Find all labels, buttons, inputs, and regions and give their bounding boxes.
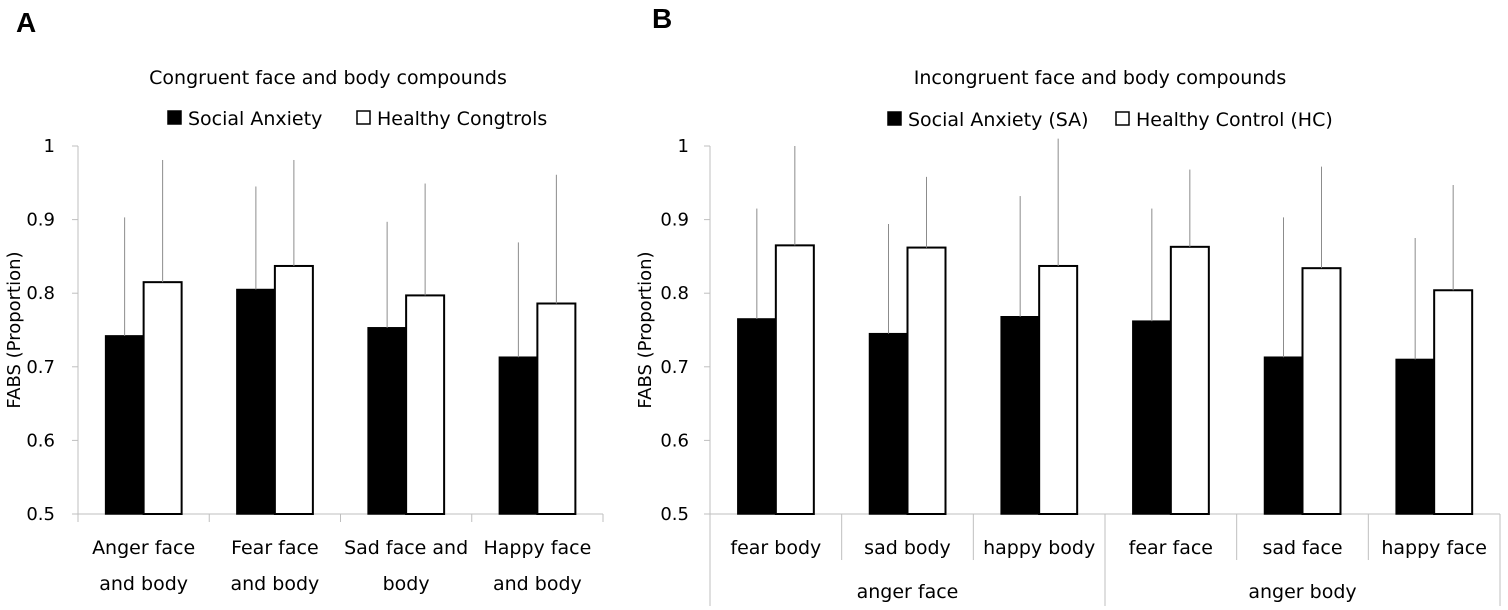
category-label: body (383, 573, 430, 595)
bar-hc (405, 294, 446, 515)
bar-hc (1433, 289, 1474, 516)
bar-sa (868, 332, 909, 515)
bar-hc (1038, 264, 1079, 515)
bar-sa (498, 356, 539, 515)
bar-sa (367, 327, 407, 515)
category-label: sad face (1262, 537, 1342, 559)
y-tick-label: 0.5 (26, 504, 55, 525)
legend-swatch-0 (887, 111, 902, 126)
y-axis-title: FABS (Proportion) (635, 251, 656, 408)
chart-title: Incongruent face and body compounds (914, 67, 1287, 89)
bar-sa (1263, 356, 1304, 515)
bar-hc (273, 264, 314, 515)
y-tick-label: 1 (678, 136, 689, 157)
y-tick-label: 1 (44, 136, 55, 157)
bar-sa (1132, 320, 1172, 515)
bar-sa (737, 318, 777, 515)
y-tick-label: 0.6 (660, 430, 689, 451)
y-tick-label: 0.8 (26, 283, 55, 304)
bar-hc (906, 246, 947, 515)
legend-swatch-1 (1115, 111, 1130, 126)
bar-hc (142, 281, 183, 515)
y-tick-label: 0.6 (26, 430, 55, 451)
legend-label-1: Healthy Congtrols (377, 108, 547, 130)
chart-title: Congruent face and body compounds (149, 67, 507, 89)
y-tick-label: 0.8 (660, 283, 689, 304)
group-label: anger body (1248, 581, 1356, 603)
category-label: Anger face (92, 537, 195, 559)
legend-label-0: Social Anxiety (188, 108, 322, 130)
bar-hc (536, 302, 577, 515)
category-label: and body (99, 573, 188, 595)
group-label: anger face (857, 581, 959, 603)
legend-swatch-1 (356, 110, 371, 125)
bar-hc (774, 244, 815, 516)
category-label: and body (230, 573, 319, 595)
bar-hc (1301, 267, 1342, 515)
category-label: and body (493, 573, 582, 595)
panel-letter-b: B (652, 3, 672, 34)
y-tick-label: 0.5 (660, 504, 689, 525)
category-label: happy face (1381, 537, 1487, 559)
bar-sa (1395, 358, 1435, 515)
category-label: Happy face (483, 537, 591, 559)
y-tick-label: 0.9 (660, 210, 689, 231)
category-label: fear face (1129, 537, 1213, 559)
bar-sa (104, 335, 145, 515)
legend-label-0: Social Anxiety (SA) (908, 109, 1089, 131)
y-tick-label: 0.9 (26, 210, 55, 231)
y-tick-label: 0.7 (660, 357, 689, 378)
legend-swatch-0 (167, 110, 182, 125)
bar-sa (236, 288, 276, 515)
category-label: fear body (730, 537, 821, 559)
chart-panel-b: Incongruent face and body compounds Socia… (635, 67, 1501, 606)
category-label: Fear face (231, 537, 319, 559)
panel-letter-a: A (16, 7, 36, 38)
category-label: Sad face and (344, 537, 468, 559)
legend-label-1: Healthy Control (HC) (1136, 109, 1333, 131)
y-tick-label: 0.7 (26, 357, 55, 378)
bar-sa (1000, 316, 1040, 515)
category-label: sad body (864, 537, 951, 559)
bar-hc (1169, 245, 1210, 515)
category-label: happy body (983, 537, 1095, 559)
y-axis-title: FABS (Proportion) (4, 251, 25, 408)
chart-panel-a: Congruent face and body compounds Social … (4, 67, 604, 595)
